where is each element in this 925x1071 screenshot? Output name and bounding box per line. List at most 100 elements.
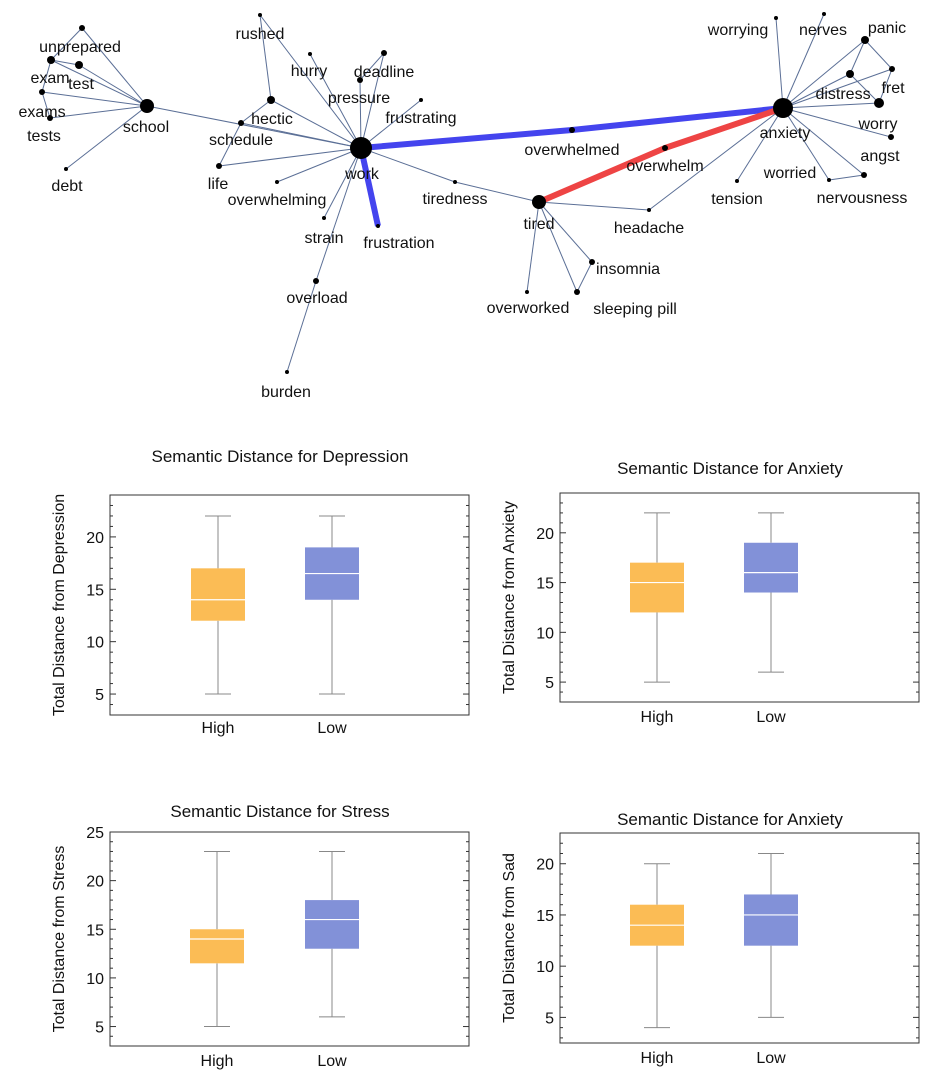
y-tick-label: 10	[86, 971, 104, 988]
box-high	[191, 515, 245, 695]
y-axis-label: Total Distance from Anxiety	[501, 501, 518, 694]
node-label-anxiety: anxiety	[760, 125, 811, 142]
node-overwhelm	[662, 145, 668, 151]
chart-title: Semantic Distance for Stress	[170, 802, 389, 821]
network-edge-tiredness-tired	[454, 181, 540, 203]
node-label-tiredness: tiredness	[423, 191, 488, 208]
node-worry	[874, 98, 884, 108]
node-label-sleeping_pill: sleeping pill	[593, 301, 677, 318]
node-schedule	[238, 120, 244, 126]
node-label-worry: worry	[857, 116, 897, 133]
network-edge-anxiety-worry	[782, 102, 880, 109]
y-tick-label: 15	[536, 908, 554, 925]
node-worrying	[774, 16, 778, 20]
y-tick-label: 10	[536, 625, 554, 642]
node-label-nervousness: nervousness	[817, 190, 908, 207]
plot-frame	[109, 494, 470, 716]
node-nervousness	[861, 172, 867, 178]
boxplot-depression: Semantic Distance for Depression Total Di…	[51, 447, 470, 737]
box-low	[305, 850, 359, 1018]
network-edge-work-life	[218, 147, 362, 167]
network-edge-anxiety-angst	[782, 107, 892, 138]
y-tick-label: 20	[536, 526, 554, 543]
node-distress	[846, 70, 854, 78]
y-tick-label: 5	[545, 675, 554, 692]
box-iqr	[744, 894, 798, 946]
node-label-worrying: worrying	[707, 22, 768, 39]
network-edge-school-unprepared	[81, 27, 148, 107]
box-high	[190, 850, 244, 1028]
node-label-overwhelm: overwhelm	[626, 158, 703, 175]
network-nodes	[39, 12, 895, 374]
chart-title: Semantic Distance for Anxiety	[617, 459, 843, 478]
box-low	[305, 515, 359, 695]
boxplot-stress: Semantic Distance for Stress Total Distan…	[51, 802, 470, 1070]
box-iqr	[190, 929, 244, 964]
node-label-pressure: pressure	[328, 90, 390, 107]
node-label-frustration: frustration	[363, 235, 434, 252]
network-edge-anxiety-distress	[782, 73, 851, 109]
network-edge-work-rushed	[259, 14, 362, 149]
network-edge-work-overwhelming	[276, 147, 362, 183]
y-tick-label: 20	[86, 874, 104, 891]
box-iqr	[305, 900, 359, 949]
y-axis-label: Total Distance from Sad	[501, 853, 518, 1023]
node-label-distress: distress	[815, 86, 870, 103]
node-label-tired: tired	[523, 216, 554, 233]
node-insomnia	[589, 259, 595, 265]
network-edge-pressure-deadline	[359, 52, 385, 81]
y-tick-label: 15	[86, 922, 104, 939]
network-edge-work-deadline	[360, 52, 385, 149]
node-tired	[532, 195, 546, 209]
node-label-overload: overload	[286, 290, 347, 307]
node-school	[140, 99, 154, 113]
y-tick-label: 15	[536, 576, 554, 593]
node-fret	[889, 66, 895, 72]
y-tick-label: 20	[86, 530, 104, 547]
node-label-school: school	[123, 119, 169, 136]
plot-frame	[109, 831, 470, 1047]
box-iqr	[191, 568, 245, 621]
y-tick-label: 5	[545, 1010, 554, 1027]
network-edge-fret-worry	[878, 68, 893, 104]
node-label-unprepared: unprepared	[39, 39, 121, 56]
node-tiredness	[453, 180, 457, 184]
node-rushed	[258, 13, 262, 17]
node-exams	[39, 89, 45, 95]
node-test	[75, 61, 83, 69]
node-sleeping_pill	[574, 289, 580, 295]
node-label-work: work	[344, 166, 380, 183]
x-category-label: Low	[317, 1053, 347, 1070]
node-work	[350, 137, 372, 159]
node-label-frustrating: frustrating	[385, 110, 456, 127]
node-overwhelmed	[569, 127, 575, 133]
box-iqr	[744, 542, 798, 593]
node-panic	[861, 36, 869, 44]
node-label-insomnia: insomnia	[596, 261, 660, 278]
node-exam	[47, 56, 55, 64]
node-headache	[647, 208, 651, 212]
network-edge-exams-tests	[41, 91, 51, 119]
node-label-rushed: rushed	[236, 26, 285, 43]
box-iqr	[630, 562, 684, 613]
x-category-label: High	[202, 720, 235, 737]
x-category-label: Low	[756, 1050, 786, 1067]
network-edge-panic-fret	[864, 39, 893, 70]
boxplot-anxiety: Semantic Distance for Anxiety Total Dista…	[501, 459, 920, 726]
network-edge-tired-sleeping_pill	[538, 201, 578, 293]
network-edge-overload-burden	[286, 280, 317, 373]
node-label-overwhelmed: overwhelmed	[524, 142, 619, 159]
network-edge-school-tests	[49, 105, 148, 119]
boxplot-sad: Semantic Distance for Anxiety Total Dista…	[501, 810, 920, 1067]
node-label-hectic: hectic	[251, 111, 293, 128]
network-edge-work-hectic	[270, 99, 362, 149]
plot-frame	[559, 492, 920, 703]
network-edge-exam-unprepared	[50, 27, 83, 61]
network-edge-work-schedule	[240, 122, 362, 149]
chart-title: Semantic Distance for Depression	[151, 447, 408, 466]
y-tick-label: 10	[536, 959, 554, 976]
network-edge-rushed-hectic	[259, 14, 272, 101]
node-overworked	[525, 290, 529, 294]
network-labels: work anxiety school tired unprepared testexam…	[18, 20, 907, 401]
network-edges	[41, 13, 893, 373]
